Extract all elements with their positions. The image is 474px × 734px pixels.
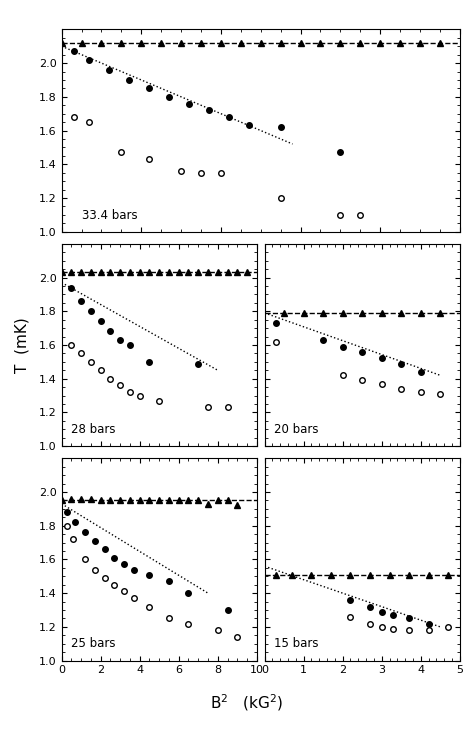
- Text: 20 bars: 20 bars: [274, 423, 319, 436]
- Text: T  (mK): T (mK): [14, 317, 29, 373]
- Text: 28 bars: 28 bars: [72, 423, 116, 436]
- Text: B$^2$   (kG$^2$): B$^2$ (kG$^2$): [210, 692, 283, 713]
- Text: 33.4 bars: 33.4 bars: [82, 208, 137, 222]
- Text: 15 bars: 15 bars: [274, 638, 319, 650]
- Text: 25 bars: 25 bars: [72, 638, 116, 650]
